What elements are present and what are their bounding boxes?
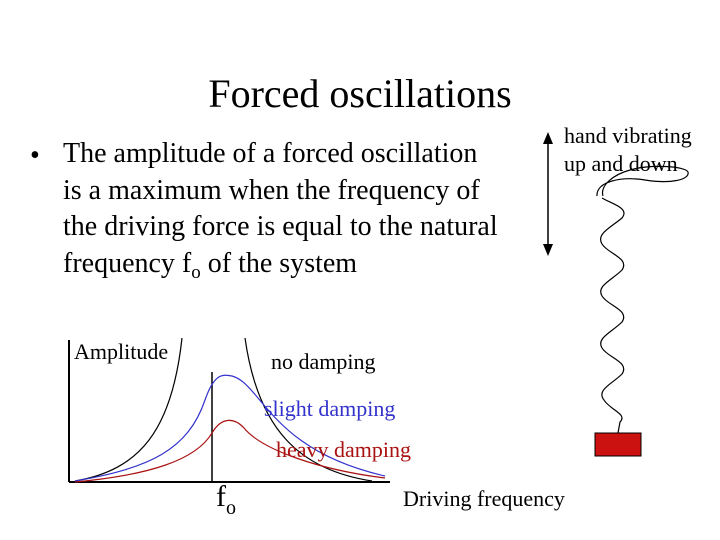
vibration-arrow-down-head bbox=[543, 244, 553, 256]
hand-vibrating-label: hand vibrating up and down bbox=[564, 122, 692, 178]
bullet-subscript: o bbox=[191, 261, 201, 283]
natural-frequency-label: fo bbox=[216, 480, 236, 518]
bullet-text: The amplitude of a forced oscillation is… bbox=[63, 136, 503, 282]
hand-loop bbox=[596, 165, 689, 197]
curve-heavy-damping bbox=[74, 419, 386, 483]
fo-main: f bbox=[216, 480, 226, 513]
slide-title: Forced oscillations bbox=[208, 71, 512, 116]
fo-subscript: o bbox=[226, 497, 236, 519]
label-slight-damping: slight damping bbox=[264, 396, 396, 421]
mass-block bbox=[594, 432, 642, 457]
curve-slight-damping bbox=[74, 374, 386, 482]
curve-no-damping bbox=[74, 337, 183, 482]
curve-no-damping-right bbox=[244, 337, 373, 482]
x-axis-label: Driving frequency bbox=[403, 486, 565, 511]
bullet-text-main: The amplitude of a forced oscillation is… bbox=[63, 138, 498, 279]
y-axis-label: Amplitude bbox=[74, 339, 169, 364]
bullet-text-end: of the system bbox=[200, 247, 358, 279]
label-heavy-damping: heavy damping bbox=[276, 437, 412, 462]
hand-label-line1: hand vibrating bbox=[564, 123, 692, 148]
label-no-damping: no damping bbox=[271, 349, 376, 374]
hand-label-line2: up and down bbox=[564, 151, 678, 176]
vibration-arrow-up-head bbox=[543, 132, 553, 144]
spring bbox=[600, 197, 625, 434]
bullet-marker: • bbox=[30, 140, 40, 171]
